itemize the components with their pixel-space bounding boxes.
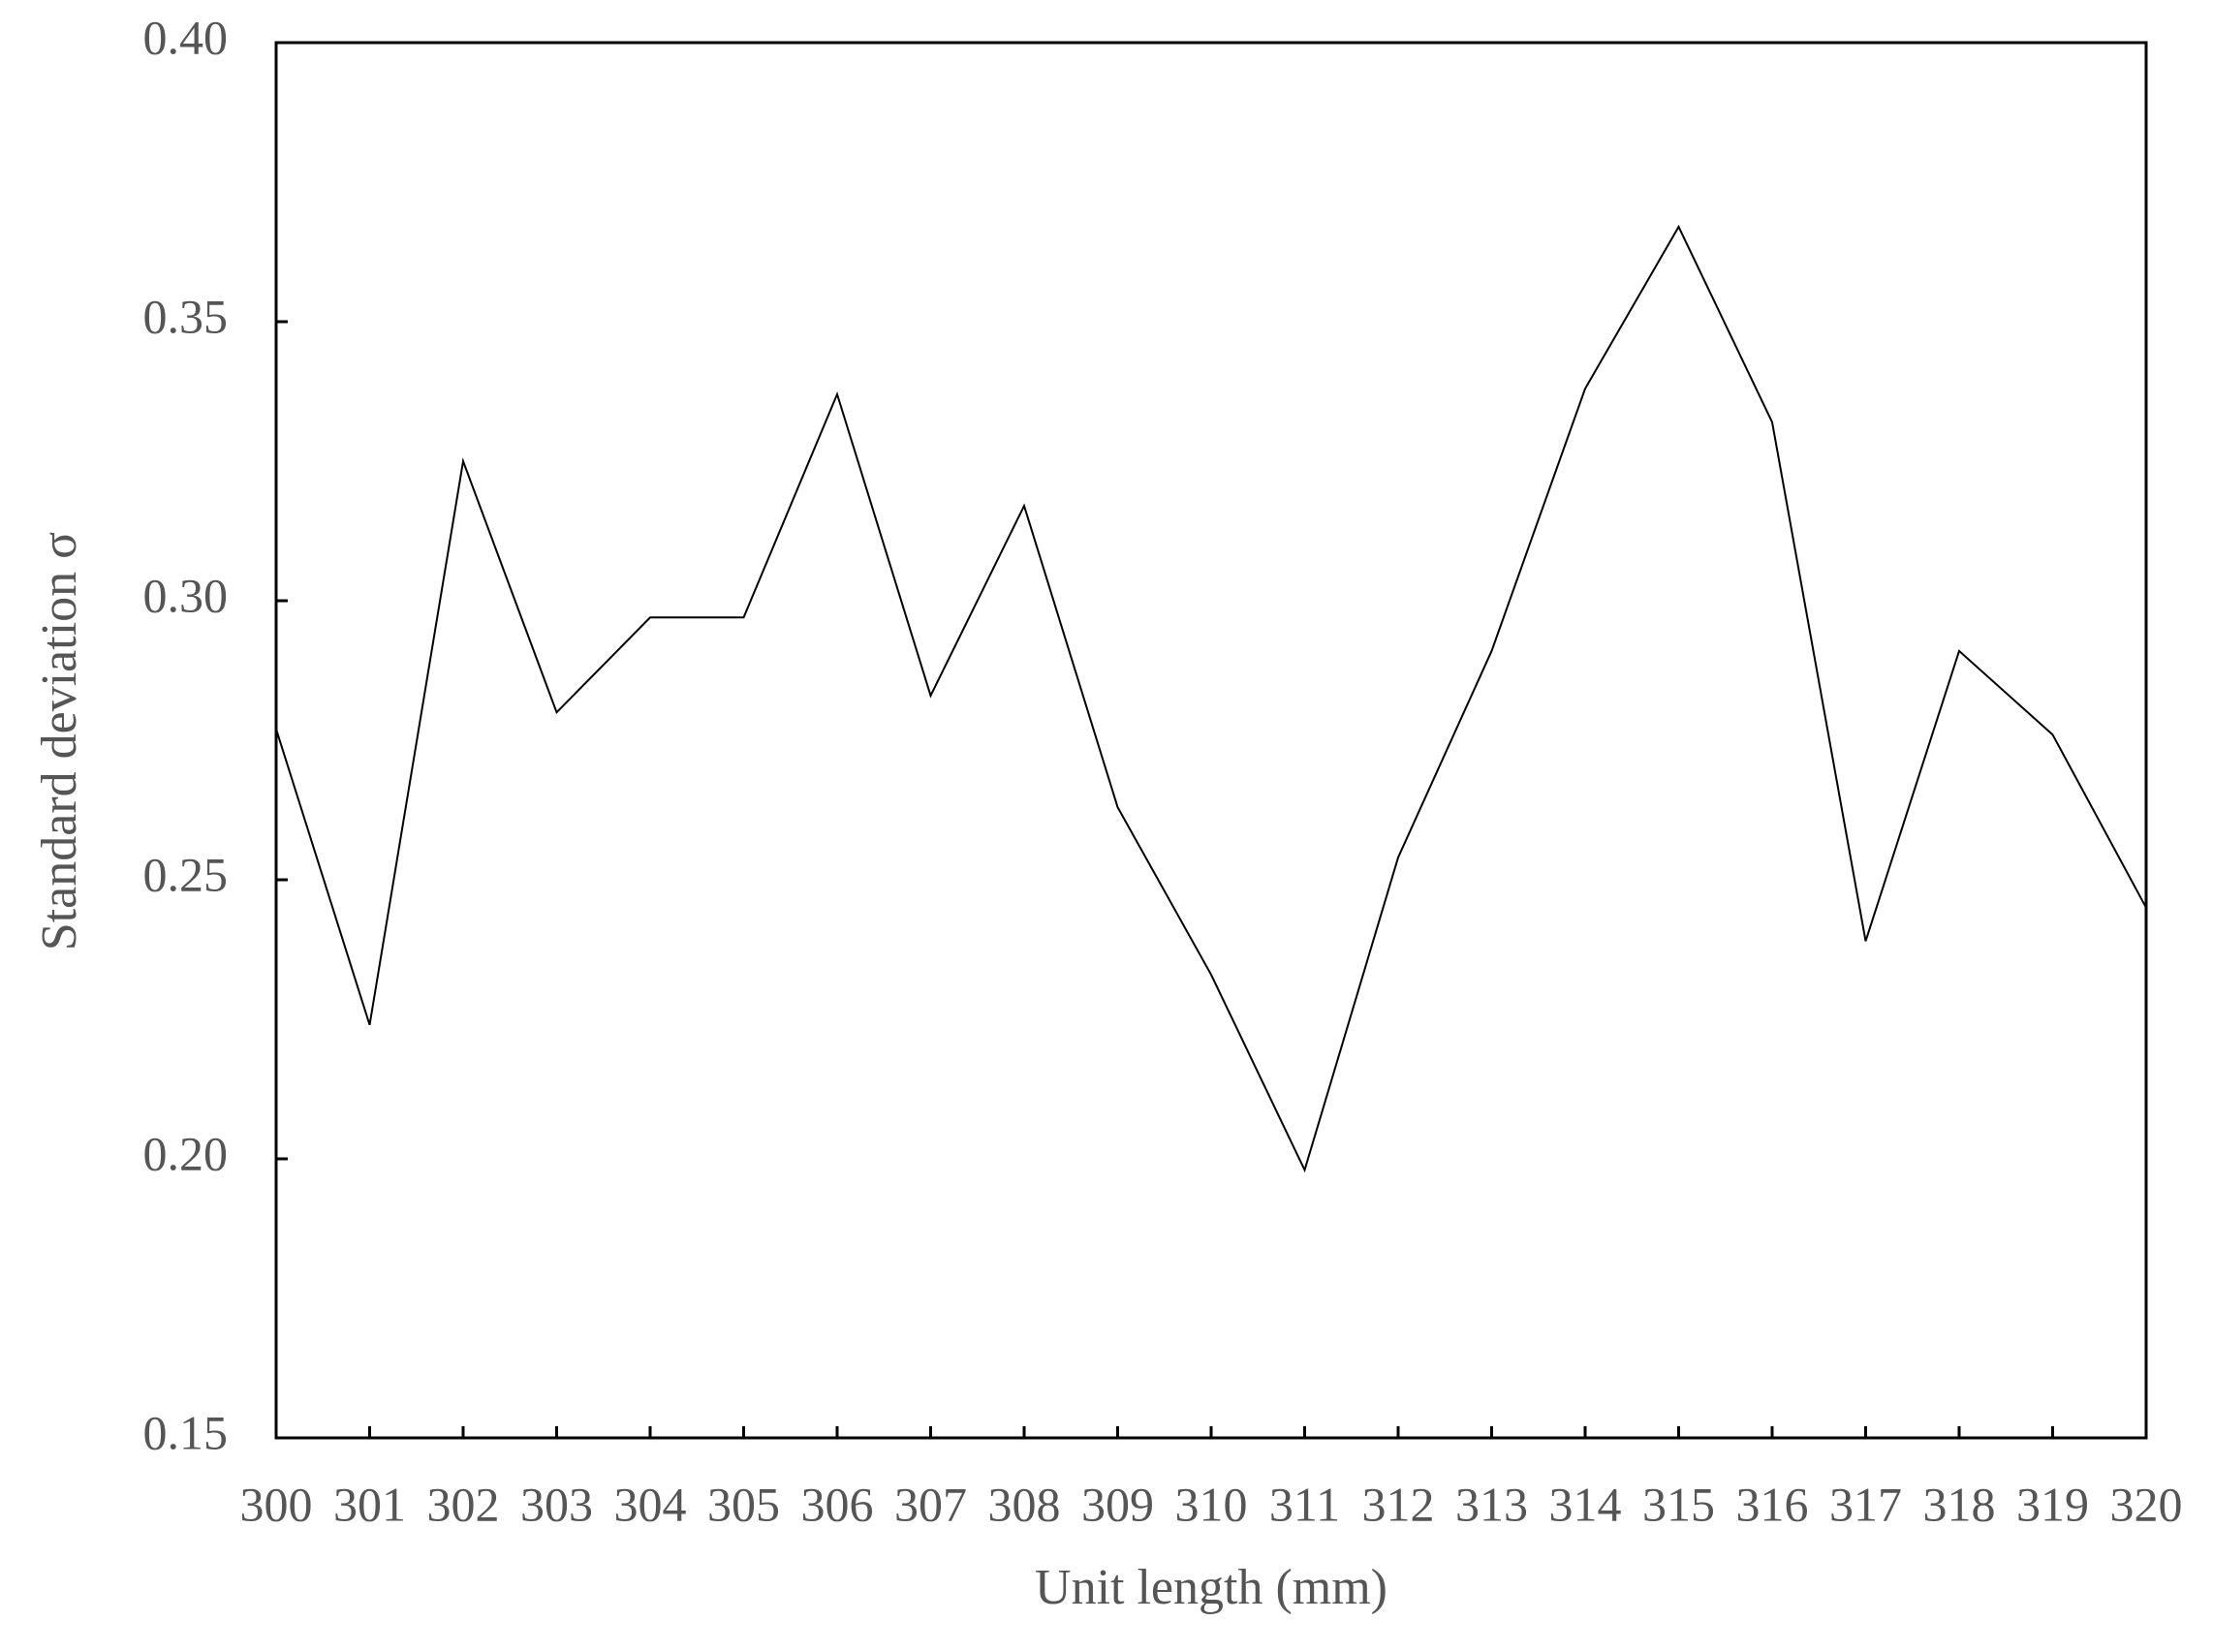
y-tick-label: 0.40 [143, 10, 229, 64]
y-tick-label: 0.25 [143, 847, 229, 901]
y-tick-label: 0.30 [143, 568, 229, 622]
y-tick-label: 0.15 [143, 1405, 229, 1459]
x-tick-label: 320 [2110, 1477, 2183, 1531]
x-tick-label: 308 [988, 1477, 1061, 1531]
data-line [275, 224, 2147, 1173]
x-tick-label: 311 [1269, 1477, 1340, 1531]
x-tick-label: 302 [427, 1477, 500, 1531]
x-tick-label: 306 [801, 1477, 874, 1531]
x-tick-label: 319 [2016, 1477, 2089, 1531]
x-tick-label: 309 [1081, 1477, 1154, 1531]
y-tick-label: 0.20 [143, 1126, 229, 1180]
x-tick-label: 312 [1362, 1477, 1435, 1531]
y-tick-label: 0.35 [143, 289, 229, 343]
x-tick-label: 304 [614, 1477, 687, 1531]
x-tick-label: 307 [894, 1477, 967, 1531]
x-tick-label: 313 [1455, 1477, 1528, 1531]
x-tick-label: 316 [1736, 1477, 1809, 1531]
x-tick-label: 310 [1175, 1477, 1248, 1531]
x-tick-label: 303 [520, 1477, 593, 1531]
x-tick-label: 301 [333, 1477, 406, 1531]
x-axis-title: Unit length (mm) [1035, 1560, 1387, 1615]
y-axis-title: Standard deviation σ [32, 532, 87, 951]
x-tick-label: 314 [1549, 1477, 1622, 1531]
x-tick-label: 300 [240, 1477, 313, 1531]
plot-frame [274, 41, 2148, 1440]
x-tick-label: 315 [1642, 1477, 1715, 1531]
x-tick-label: 317 [1829, 1477, 1902, 1531]
x-tick-label: 318 [1923, 1477, 1996, 1531]
x-tick-label: 305 [707, 1477, 780, 1531]
